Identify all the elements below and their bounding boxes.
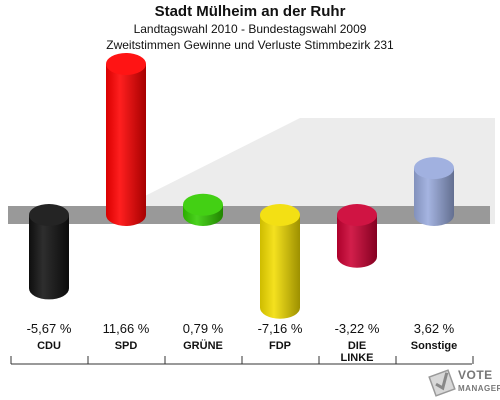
bar-cdu bbox=[29, 215, 69, 300]
category-label: DIE bbox=[348, 340, 366, 352]
labels-group: -5,67 % CDU 11,66 % SPD 0,79 % GRÜNE -7,16 % FD… bbox=[27, 321, 458, 364]
bar-cap bbox=[106, 53, 146, 76]
bar-die-linke bbox=[337, 215, 377, 268]
bar-cap bbox=[183, 193, 223, 216]
vote-manager-logo-icon bbox=[428, 369, 456, 397]
category-axis bbox=[10, 356, 474, 365]
category-label: Sonstige bbox=[411, 340, 457, 352]
chart-title: Stadt Mülheim an der Ruhr bbox=[154, 3, 346, 20]
category-label: LINKE bbox=[341, 352, 374, 364]
category-label: SPD bbox=[115, 340, 138, 352]
bar-cap bbox=[337, 204, 377, 226]
bar-sonstige bbox=[414, 168, 454, 226]
logo-word-manager: MANAGER bbox=[458, 384, 500, 393]
value-label: 3,62 % bbox=[414, 321, 455, 336]
baseline-shadow bbox=[8, 118, 495, 224]
bar-fdp bbox=[260, 215, 300, 319]
value-label: 0,79 % bbox=[183, 321, 224, 336]
category-label: CDU bbox=[37, 340, 61, 352]
value-label: -7,16 % bbox=[258, 321, 303, 336]
value-label: 11,66 % bbox=[103, 321, 150, 336]
value-label: -3,22 % bbox=[335, 321, 380, 336]
logo-word-vote: VOTE bbox=[458, 368, 493, 382]
chart-subtitle-2: Zweitstimmen Gewinne und Verluste Stimmb… bbox=[106, 38, 394, 52]
category-label: FDP bbox=[269, 340, 291, 352]
chart-subtitle: Landtagswahl 2010 - Bundestagswahl 2009 bbox=[133, 22, 367, 36]
category-label: GRÜNE bbox=[183, 339, 223, 352]
bar-cap bbox=[260, 204, 300, 226]
bar-cap bbox=[414, 157, 454, 180]
bar-spd bbox=[106, 64, 146, 227]
bar-cap bbox=[29, 204, 69, 226]
bars-group bbox=[29, 53, 454, 319]
value-label: -5,67 % bbox=[27, 321, 72, 336]
